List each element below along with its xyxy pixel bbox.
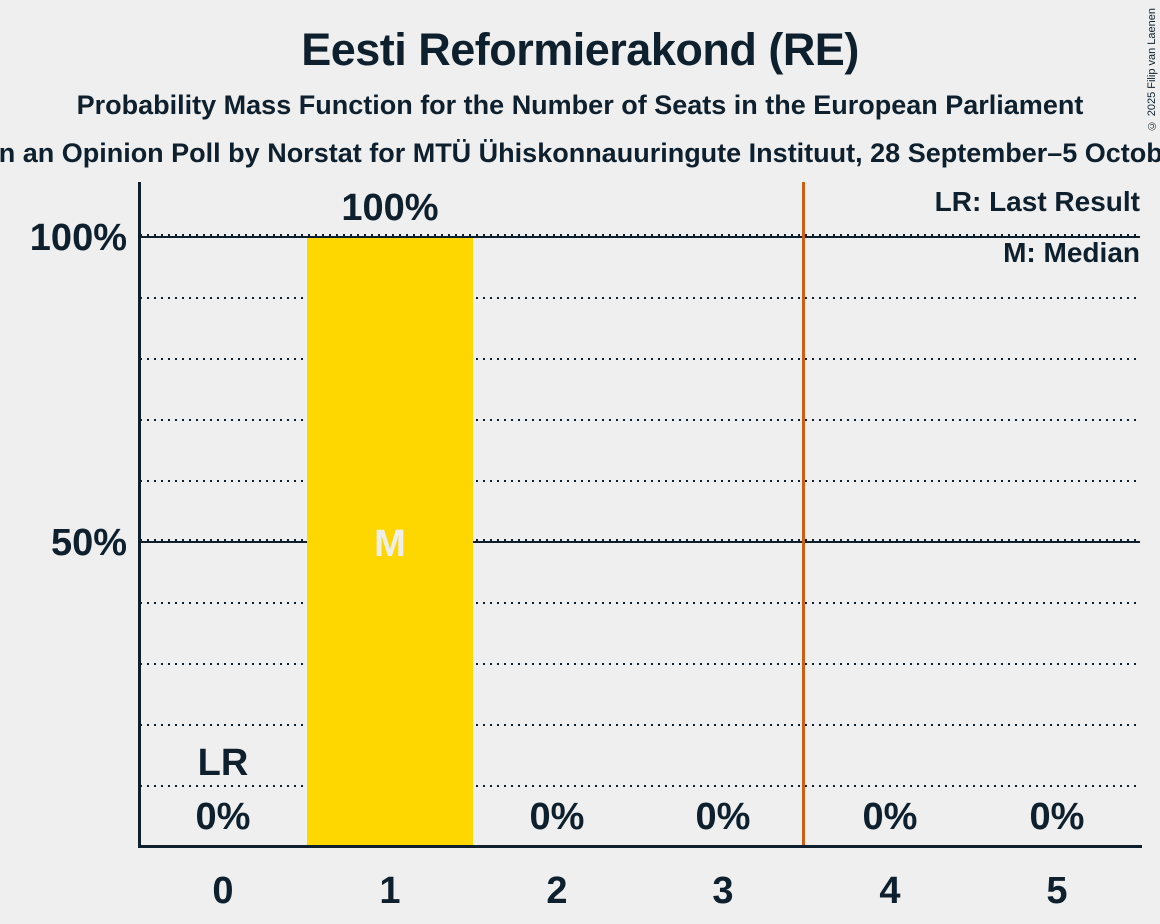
gridline-50 [140,541,1140,543]
x-tick-2: 2 [546,870,568,912]
gridline-30 [140,663,1140,665]
gridline-40 [140,602,1140,604]
x-axis [138,845,1142,848]
median-marker: M [374,523,406,565]
gridline-90 [140,297,1140,299]
gridline-80 [140,358,1140,360]
y-tick-100: 100% [29,217,127,259]
value-label-seat-5: 0% [1029,796,1085,838]
copyright-notice: © 2025 Filip van Laenen [1146,8,1158,132]
gridline-70 [140,419,1140,421]
chart-subtitle-poll-details: on an Opinion Poll by Norstat for MTÜ Üh… [0,138,1160,168]
legend-last-result: LR: Last Result [934,186,1140,217]
chart-subtitle: Probability Mass Function for the Number… [76,90,1084,120]
value-label-seat-0: 0% [195,796,251,838]
gridline-100 [140,236,1140,238]
x-tick-5: 5 [1046,870,1068,912]
gridline-20 [140,724,1140,726]
value-label-seat-4: 0% [862,796,918,838]
majority-threshold-line [802,182,805,846]
gridline-100-dotted [140,234,1140,236]
last-result-marker: LR [197,742,249,784]
value-label-seat-2: 0% [529,796,585,838]
gridline-50-dotted [140,539,1140,541]
x-tick-1: 1 [379,870,401,912]
gridline-60 [140,480,1140,482]
y-axis [138,182,141,848]
x-tick-4: 4 [879,870,901,912]
legend-median: M: Median [1003,237,1140,268]
y-tick-50: 50% [50,522,127,564]
bar-seat-1 [307,238,473,847]
x-tick-3: 3 [712,870,734,912]
x-tick-0: 0 [212,870,234,912]
value-label-seat-1: 100% [341,187,439,229]
value-label-seat-3: 0% [695,796,751,838]
page-title: Eesti Reformierakond (RE) [301,24,859,75]
gridline-10 [140,785,1140,787]
